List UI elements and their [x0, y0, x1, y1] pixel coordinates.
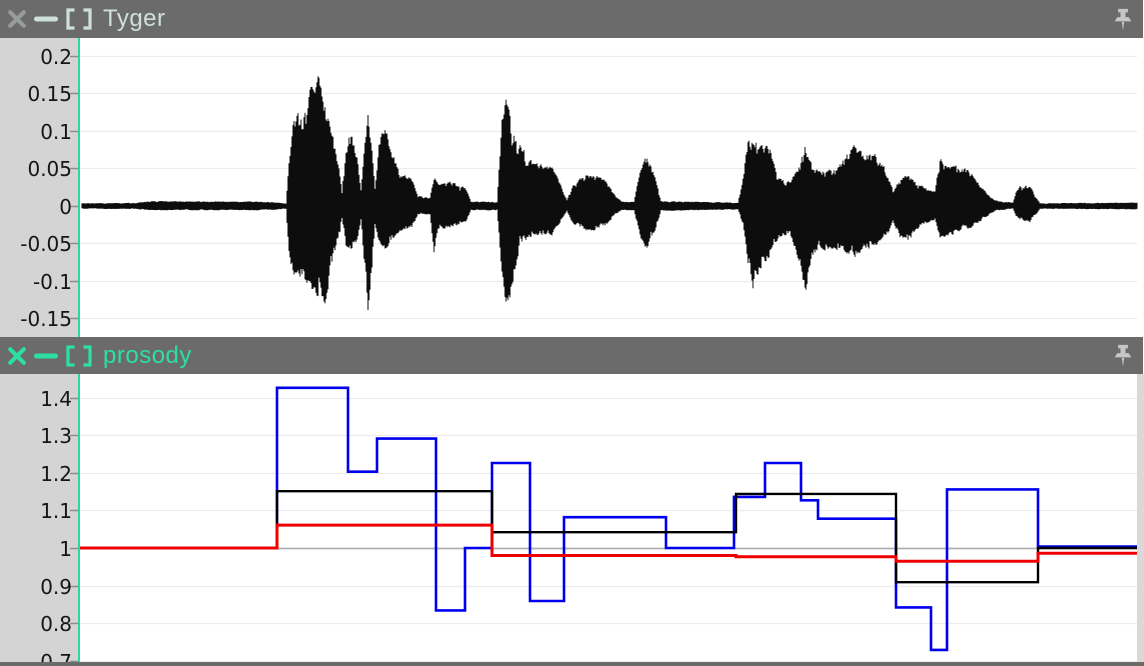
minimize-icon[interactable]: [34, 15, 58, 23]
prosody-line-blue: [80, 386, 1137, 652]
close-icon[interactable]: [7, 346, 27, 366]
maximize-icon[interactable]: [66, 8, 92, 30]
waveform-path: [81, 76, 1138, 310]
waveform-svg[interactable]: [0, 38, 1144, 337]
minimize-icon[interactable]: [34, 352, 58, 360]
maximize-icon[interactable]: [66, 344, 92, 367]
waveform-plot-area[interactable]: 0.2 0.15 0.1 0.05 0 -0.05 -0.1 -0.15: [0, 38, 1144, 337]
tyger-titlebar[interactable]: Tyger: [0, 0, 1143, 38]
prosody-titlebar[interactable]: prosody: [0, 337, 1143, 374]
y-axis-line: [78, 374, 80, 662]
next-panel-titlebar-edge[interactable]: [0, 662, 1144, 666]
panel-title: prosody: [103, 341, 192, 369]
close-icon[interactable]: [7, 9, 27, 29]
y-axis-line: [78, 38, 80, 337]
prosody-svg[interactable]: [0, 374, 1137, 662]
panel-title: Tyger: [103, 5, 166, 32]
y-axis-gutter: [0, 374, 78, 662]
prosody-line-black: [80, 490, 1137, 584]
y-axis-gutter: [0, 38, 78, 337]
right-side-strip: [1137, 374, 1144, 662]
prosody-plot-area[interactable]: 1.4 1.3 1.2 1.1 1 0.9 0.8 0.7: [0, 374, 1137, 662]
pin-icon[interactable]: [1110, 6, 1136, 33]
pin-icon[interactable]: [1110, 342, 1136, 369]
prosody-line-red: [80, 523, 1137, 563]
